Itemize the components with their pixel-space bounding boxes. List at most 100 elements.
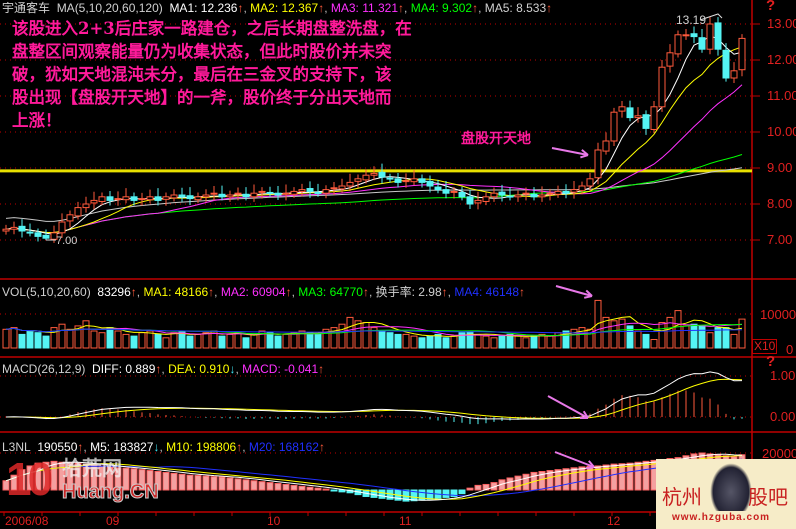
candle-body <box>386 177 394 180</box>
stock-name: 宇通客车 <box>2 1 51 15</box>
turnover: 换手率: 2.98 <box>375 285 442 299</box>
l3nl-bar <box>234 478 242 491</box>
macd-label: MACD(26,12,9) <box>2 362 86 376</box>
macd-value: MACD: -0.041 <box>242 362 319 376</box>
candle-body <box>682 34 690 37</box>
price-header: 宇通客车 MA(5,10,20,60,120) MA1: 12.236↑, MA… <box>2 1 553 15</box>
volume-bar <box>458 332 466 349</box>
volume-bar <box>570 328 578 349</box>
candle-body <box>514 194 522 198</box>
candle-body <box>82 203 90 209</box>
candle-body <box>210 192 218 195</box>
volume-bar <box>82 320 90 349</box>
volume-bar <box>74 325 82 349</box>
l3nl-bar <box>186 474 194 491</box>
candle-body <box>426 180 434 187</box>
annotation-line: 盘整区间观察能量仍为收集状态，但此时股价并未突 <box>12 42 392 61</box>
volume-bar <box>346 316 354 349</box>
l3nl-m20: M20: 168162 <box>248 440 319 454</box>
volume-bar <box>18 333 26 349</box>
candle-body <box>490 192 498 198</box>
volume-bar <box>634 330 642 349</box>
candle-body <box>698 37 706 50</box>
volume-bar <box>690 323 698 349</box>
l3nl-bar <box>18 469 26 491</box>
l3nl-bar <box>442 489 450 498</box>
candle-body <box>218 193 226 198</box>
down-arrow-icon: ↓ <box>153 440 160 454</box>
macd-dea: DEA: 0.910 <box>168 362 230 376</box>
question-icon: ? <box>766 353 776 370</box>
l3nl-bar <box>570 467 578 491</box>
volume-bar <box>706 332 714 349</box>
price-tick: 11.00 <box>767 88 796 103</box>
vol-ma4: MA4: 46148 <box>454 285 520 299</box>
logo-cn1: 杭州 <box>662 485 702 509</box>
volume-bar <box>682 325 690 349</box>
l3nl-bar <box>130 468 138 491</box>
logo-number: 10 <box>6 453 53 505</box>
volume-bar <box>146 330 154 349</box>
candle-body <box>74 207 82 217</box>
up-arrow-icon: ↑ <box>318 440 325 454</box>
date-label: 11 <box>399 514 412 528</box>
candle-body <box>450 190 458 193</box>
l3nl-bar <box>474 484 482 491</box>
l3nl-bar <box>322 488 330 491</box>
up-arrow-icon: ↑ <box>546 1 553 15</box>
volume-bar <box>314 333 322 349</box>
volume-bar <box>698 325 706 349</box>
volume-bar <box>258 330 266 349</box>
candle-body <box>242 193 250 198</box>
candle-body <box>98 196 106 202</box>
l3nl-bar <box>330 489 338 492</box>
candle-body <box>2 228 10 232</box>
up-arrow-icon: ↑ <box>441 285 448 299</box>
candle-body <box>178 194 186 198</box>
up-arrow-icon: ↑ <box>519 285 526 299</box>
question-icon: ? <box>766 0 776 14</box>
candle-body <box>290 190 298 195</box>
vol-ma5-line <box>5 316 743 337</box>
l3nl-bar <box>74 462 82 491</box>
volume-bar <box>474 333 482 349</box>
volume-bar <box>90 330 98 349</box>
candle-body <box>354 178 362 182</box>
l3nl-tick: 20000 <box>762 446 796 461</box>
l3nl-bar <box>298 485 306 491</box>
volume-bar <box>610 320 618 349</box>
volume-bar <box>34 332 42 349</box>
up-arrow-icon: ↑ <box>208 285 215 299</box>
bull-icon <box>710 463 752 511</box>
candle-body <box>202 194 210 198</box>
pattern-label: 盘股开天地 <box>461 131 531 147</box>
watermark-huang-logo: 10 拾荒网 Huang.CN <box>2 453 159 506</box>
volume-bar <box>426 335 434 349</box>
candle-body <box>458 191 466 198</box>
volume-bar <box>370 327 378 349</box>
down-arrow-icon: ↓ <box>229 362 236 376</box>
l3nl-bar <box>538 471 546 491</box>
l3nl-bar <box>290 484 298 491</box>
date-label: 10 <box>267 514 281 528</box>
l3nl-bar <box>514 475 522 491</box>
l3nl-bar <box>378 489 386 499</box>
candle-body <box>466 196 474 205</box>
up-arrow-icon: ↑ <box>285 285 292 299</box>
candle-body <box>186 195 194 200</box>
volume-bar <box>674 310 682 349</box>
candle-body <box>690 33 698 38</box>
volume-bar <box>274 335 282 349</box>
price-tick: 12.00 <box>767 52 796 67</box>
macd-tick: 0.00 <box>770 409 796 424</box>
l3nl-bar <box>154 471 162 491</box>
volume-bar <box>42 335 50 349</box>
volume-bar <box>162 337 170 349</box>
pointer-arrow-icon <box>547 395 589 419</box>
candle-body <box>562 190 570 194</box>
candle-body <box>170 194 178 199</box>
l3nl-bar <box>522 473 530 491</box>
up-arrow-icon: ↑ <box>362 285 369 299</box>
candle-body <box>706 23 714 50</box>
l3nl-bar <box>146 470 154 491</box>
